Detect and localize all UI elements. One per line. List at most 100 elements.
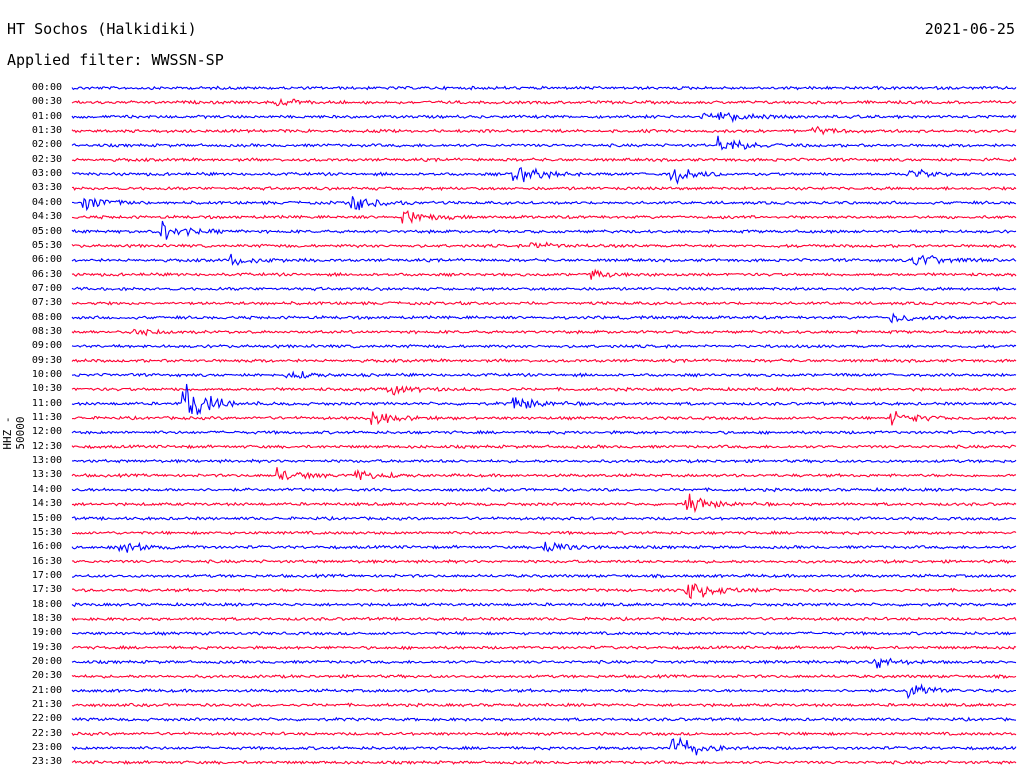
filter-label: Applied filter: WWSSN-SP bbox=[7, 51, 224, 69]
trace-1600 bbox=[71, 541, 1017, 553]
time-tick-2230: 22:30 bbox=[31, 727, 62, 739]
trace-2100 bbox=[71, 683, 1016, 700]
time-tick-1830: 18:30 bbox=[31, 612, 62, 624]
trace-0430 bbox=[71, 209, 1017, 225]
trace-1230 bbox=[71, 444, 1017, 450]
time-tick-1600: 16:00 bbox=[31, 541, 62, 553]
time-tick-0600: 06:00 bbox=[31, 254, 62, 266]
time-tick-1100: 11:00 bbox=[31, 397, 62, 409]
trace-0130 bbox=[71, 125, 1017, 136]
trace-0500 bbox=[71, 220, 1017, 240]
time-tick-0300: 03:00 bbox=[31, 168, 62, 180]
trace-1400 bbox=[71, 487, 1017, 493]
trace-1900 bbox=[71, 630, 1017, 636]
date-label: 2021-06-25 bbox=[924, 20, 1015, 38]
trace-1500 bbox=[71, 515, 1017, 522]
time-tick-1730: 17:30 bbox=[31, 584, 62, 596]
time-tick-0800: 08:00 bbox=[31, 311, 62, 323]
time-tick-0000: 00:00 bbox=[31, 82, 62, 93]
time-tick-0700: 07:00 bbox=[31, 282, 62, 294]
time-tick-1700: 17:00 bbox=[31, 569, 62, 581]
trace-0600 bbox=[71, 253, 1017, 266]
trace-2000 bbox=[71, 657, 1017, 669]
trace-0230 bbox=[71, 157, 1017, 163]
time-tick-1300: 13:00 bbox=[31, 455, 62, 467]
time-tick-1130: 11:30 bbox=[31, 412, 62, 424]
trace-1800 bbox=[71, 601, 1017, 608]
trace-0100 bbox=[71, 111, 1017, 124]
time-tick-1230: 12:30 bbox=[31, 440, 62, 452]
time-tick-1000: 10:00 bbox=[31, 369, 62, 380]
time-tick-0100: 01:00 bbox=[31, 110, 62, 122]
time-tick-2300: 23:00 bbox=[31, 742, 62, 754]
time-tick-2100: 21:00 bbox=[31, 684, 62, 696]
time-tick-1930: 19:30 bbox=[31, 641, 62, 653]
trace-1700 bbox=[71, 573, 1017, 579]
trace-1630 bbox=[71, 558, 1017, 565]
time-tick-0900: 09:00 bbox=[31, 340, 62, 352]
time-tick-2200: 22:00 bbox=[31, 713, 62, 725]
trace-1300 bbox=[71, 458, 1017, 464]
trace-1030 bbox=[71, 385, 1017, 396]
trace-2300 bbox=[71, 736, 1017, 756]
trace-0800 bbox=[71, 312, 1017, 324]
time-tick-0430: 04:30 bbox=[31, 211, 62, 223]
time-tick-2130: 21:30 bbox=[31, 699, 62, 711]
trace-1530 bbox=[71, 530, 1017, 536]
time-tick-0830: 08:30 bbox=[31, 325, 62, 337]
trace-2030 bbox=[71, 673, 1017, 680]
time-tick-1900: 19:00 bbox=[31, 627, 62, 639]
trace-1200 bbox=[71, 429, 1017, 436]
time-tick-0530: 05:30 bbox=[31, 239, 62, 251]
time-tick-1500: 15:00 bbox=[31, 512, 62, 524]
time-tick-1430: 14:30 bbox=[31, 498, 62, 510]
trace-0330 bbox=[71, 185, 1017, 192]
trace-0930 bbox=[71, 357, 1017, 364]
time-tick-1200: 12:00 bbox=[31, 426, 62, 438]
trace-0730 bbox=[71, 300, 1017, 306]
time-tick-1630: 16:30 bbox=[31, 555, 62, 567]
time-tick-0930: 09:30 bbox=[31, 354, 62, 366]
time-tick-2330: 23:30 bbox=[31, 756, 62, 768]
trace-0300 bbox=[71, 166, 1017, 185]
time-tick-1800: 18:00 bbox=[31, 598, 62, 610]
trace-0830 bbox=[71, 328, 1017, 337]
time-tick-0330: 03:30 bbox=[31, 182, 62, 194]
trace-0200 bbox=[71, 135, 1017, 151]
station-title: HT Sochos (Halkidiki) bbox=[7, 20, 197, 38]
trace-1730 bbox=[71, 582, 1017, 600]
time-tick-0730: 07:30 bbox=[31, 297, 62, 309]
trace-0400 bbox=[72, 196, 1017, 212]
time-tick-2030: 20:30 bbox=[31, 670, 62, 682]
time-tick-2000: 20:00 bbox=[31, 656, 62, 667]
trace-0000 bbox=[71, 85, 1017, 91]
trace-1430 bbox=[71, 493, 1017, 514]
time-tick-0230: 02:30 bbox=[31, 153, 62, 165]
time-tick-0400: 04:00 bbox=[31, 196, 62, 208]
time-tick-0500: 05:00 bbox=[31, 225, 62, 237]
trace-0630 bbox=[71, 268, 1017, 280]
time-tick-0130: 01:30 bbox=[31, 125, 62, 137]
trace-2230 bbox=[71, 731, 1017, 737]
trace-1930 bbox=[71, 644, 1017, 651]
time-tick-0030: 00:30 bbox=[31, 96, 62, 108]
trace-0530 bbox=[71, 241, 1017, 249]
trace-0030 bbox=[71, 97, 1017, 107]
trace-1100 bbox=[71, 383, 1017, 415]
trace-2330 bbox=[71, 759, 1017, 765]
time-tick-1400: 14:00 bbox=[31, 483, 62, 495]
trace-2130 bbox=[71, 702, 1017, 708]
trace-2200 bbox=[71, 716, 1017, 723]
time-tick-1530: 15:30 bbox=[31, 526, 62, 538]
trace-1000 bbox=[71, 370, 1017, 379]
time-tick-0630: 06:30 bbox=[31, 268, 62, 280]
time-tick-0200: 02:00 bbox=[31, 139, 62, 151]
trace-1830 bbox=[71, 616, 1017, 622]
trace-1330 bbox=[71, 467, 1017, 481]
time-tick-1030: 10:30 bbox=[31, 383, 62, 395]
trace-1130 bbox=[71, 411, 1017, 426]
trace-0700 bbox=[71, 286, 1017, 292]
trace-0900 bbox=[71, 343, 1017, 350]
time-tick-1330: 13:30 bbox=[31, 469, 62, 481]
